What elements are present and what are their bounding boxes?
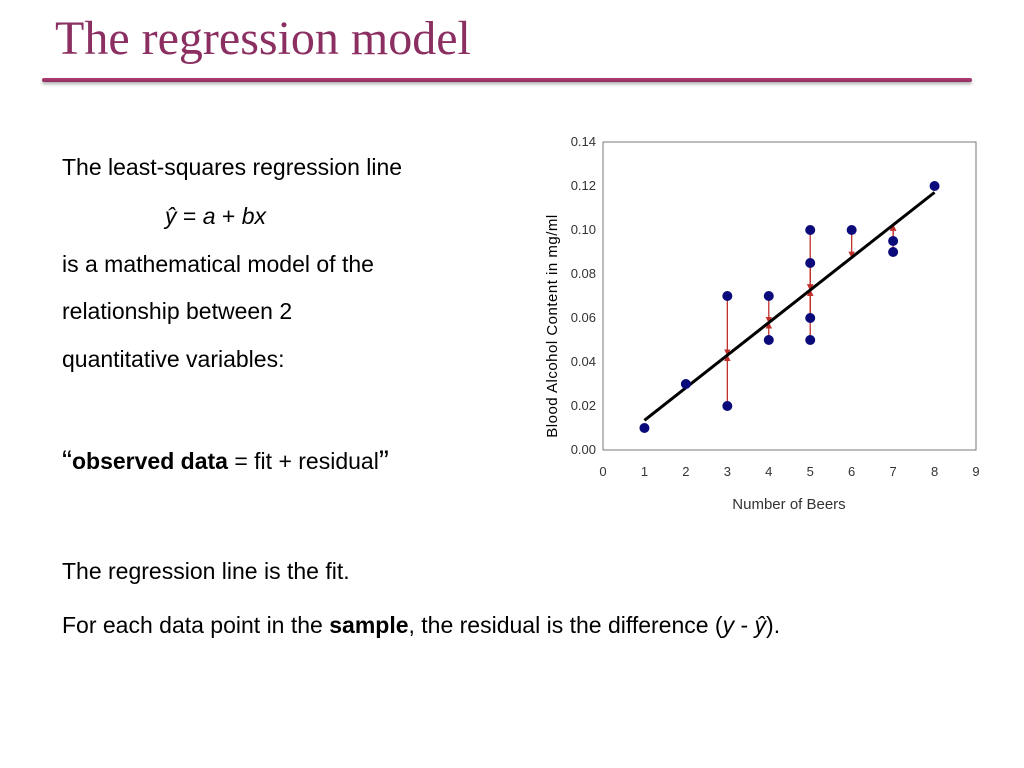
regression-equation: ŷ = a + bx: [165, 203, 266, 231]
y-axis-label: Blood Alcohol Content in mg/ml: [544, 214, 561, 437]
text-residual-definition: For each data point in the sample, the r…: [62, 612, 780, 640]
text-regression-fit: The regression line is the fit.: [62, 558, 350, 584]
x-tick-label: 7: [889, 464, 896, 479]
y-tick-label: 0.00: [571, 442, 596, 457]
y-axis-ticks: 0.00 0.02 0.04 0.06 0.08 0.10 0.12 0.14: [571, 134, 596, 457]
regression-line: [643, 191, 936, 422]
x-tick-label: 4: [765, 464, 772, 479]
equation-plus: +: [215, 203, 242, 229]
data-point: [722, 401, 733, 411]
text-quantitative: quantitative variables:: [62, 346, 285, 372]
data-point: [680, 379, 691, 389]
residual-yhat: ŷ: [754, 612, 767, 638]
equation-bx: bx: [241, 203, 267, 229]
slide-title: The regression model: [55, 12, 471, 65]
residual-part3: ).: [766, 612, 781, 638]
text-model-line: is a mathematical model of the: [62, 251, 374, 277]
data-point: [805, 335, 816, 345]
data-point: [805, 313, 816, 323]
quote-rest: = fit + residual: [227, 448, 379, 474]
y-tick-label: 0.06: [571, 310, 596, 325]
regression-line-group: [643, 191, 936, 422]
x-tick-label: 1: [641, 464, 648, 479]
x-tick-label: 6: [848, 464, 855, 479]
data-point: [805, 258, 816, 268]
text-relationship: relationship between 2: [62, 298, 293, 324]
data-point: [888, 247, 899, 257]
text-least-squares: The least-squares regression line: [62, 154, 403, 180]
x-tick-label: 2: [682, 464, 689, 479]
y-tick-label: 0.12: [571, 178, 596, 193]
observed-data-quote: “observed data = fit + residual”: [62, 445, 389, 478]
plot-frame: [602, 141, 977, 451]
y-tick-label: 0.04: [571, 354, 596, 369]
x-tick-label: 0: [599, 464, 606, 479]
quote-open: “: [62, 445, 72, 478]
data-point: [805, 225, 816, 235]
x-axis-ticks: 0 1 2 3 4 5 6 7 8 9: [599, 464, 979, 479]
equation-a: a: [202, 203, 216, 229]
data-point: [639, 423, 650, 433]
y-tick-label: 0.10: [571, 222, 596, 237]
x-tick-label: 3: [724, 464, 731, 479]
y-tick-label: 0.14: [571, 134, 596, 149]
x-tick-label: 9: [972, 464, 979, 479]
data-point: [763, 335, 774, 345]
data-points: [639, 181, 940, 433]
x-axis-label: Number of Beers: [732, 496, 845, 513]
equation-equals: =: [176, 203, 203, 229]
sample-label: sample: [329, 612, 409, 638]
residual-part2: , the residual is the difference (: [408, 612, 723, 638]
quote-close: ”: [378, 445, 389, 478]
observed-data-label: observed data: [72, 448, 228, 474]
residual-minus: -: [734, 612, 755, 638]
x-tick-label: 5: [807, 464, 814, 479]
data-point: [763, 291, 774, 301]
residual-part1: For each data point in the: [62, 612, 330, 638]
data-point: [846, 225, 857, 235]
data-point: [888, 236, 899, 246]
y-tick-label: 0.02: [571, 398, 596, 413]
equation-yhat: ŷ: [165, 203, 177, 229]
data-point: [722, 291, 733, 301]
y-tick-label: 0.08: [571, 266, 596, 281]
data-point: [929, 181, 940, 191]
x-tick-label: 8: [931, 464, 938, 479]
residual-y: y: [722, 612, 735, 638]
title-underline: [42, 78, 972, 82]
